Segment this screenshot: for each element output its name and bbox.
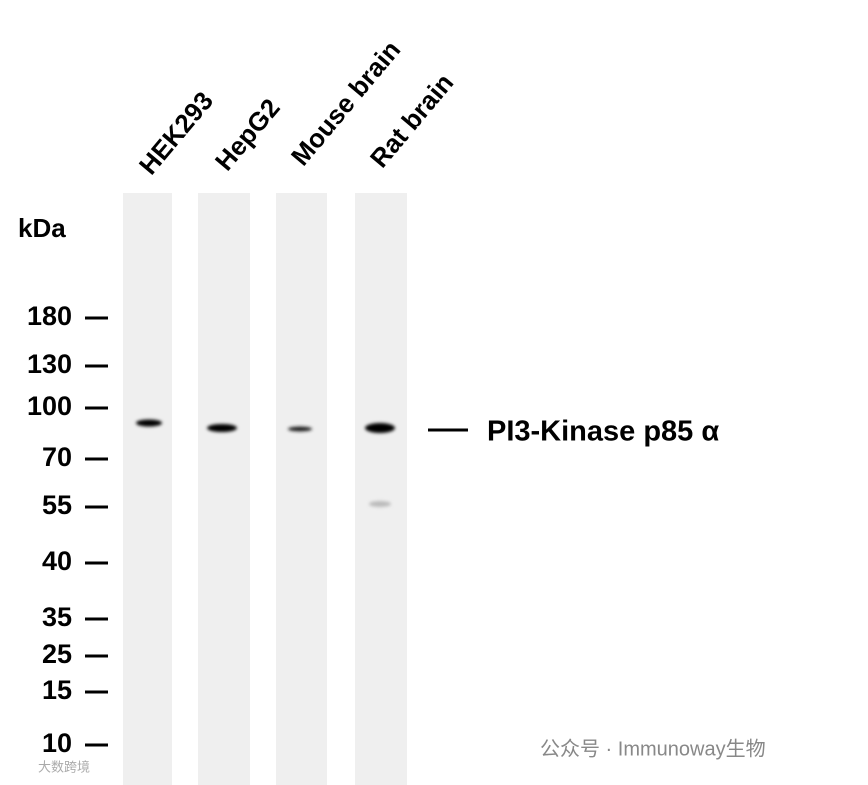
marker-label: 15: [42, 675, 72, 705]
lane: [123, 193, 172, 785]
band-label: PI3-Kinase p85 α: [487, 416, 719, 448]
band: [288, 426, 312, 432]
marker-label: 100: [27, 391, 72, 421]
marker-label: 25: [42, 639, 72, 669]
watermark: 公众号 · Immunoway生物: [540, 737, 766, 760]
band: [365, 423, 395, 433]
lane-label: HepG2: [209, 93, 286, 176]
marker-label: 70: [42, 442, 72, 472]
bands: [136, 419, 395, 507]
corner-mark: 大数跨境: [38, 759, 90, 774]
markers: 180 130 100 70 55 40 35 25 15 10: [27, 301, 108, 758]
marker-label: 180: [27, 301, 72, 331]
marker-label: 10: [42, 728, 72, 758]
lane: [276, 193, 327, 785]
lane-label: HEK293: [133, 86, 219, 181]
lanes: [123, 193, 407, 785]
marker-label: 35: [42, 602, 72, 632]
marker-label: 55: [42, 490, 72, 520]
band: [136, 419, 162, 427]
unit-label: kDa: [18, 213, 66, 243]
lane: [355, 193, 407, 785]
band: [369, 501, 391, 507]
marker-label: 130: [27, 349, 72, 379]
marker-label: 40: [42, 546, 72, 576]
band: [207, 424, 237, 432]
lane: [198, 193, 250, 785]
